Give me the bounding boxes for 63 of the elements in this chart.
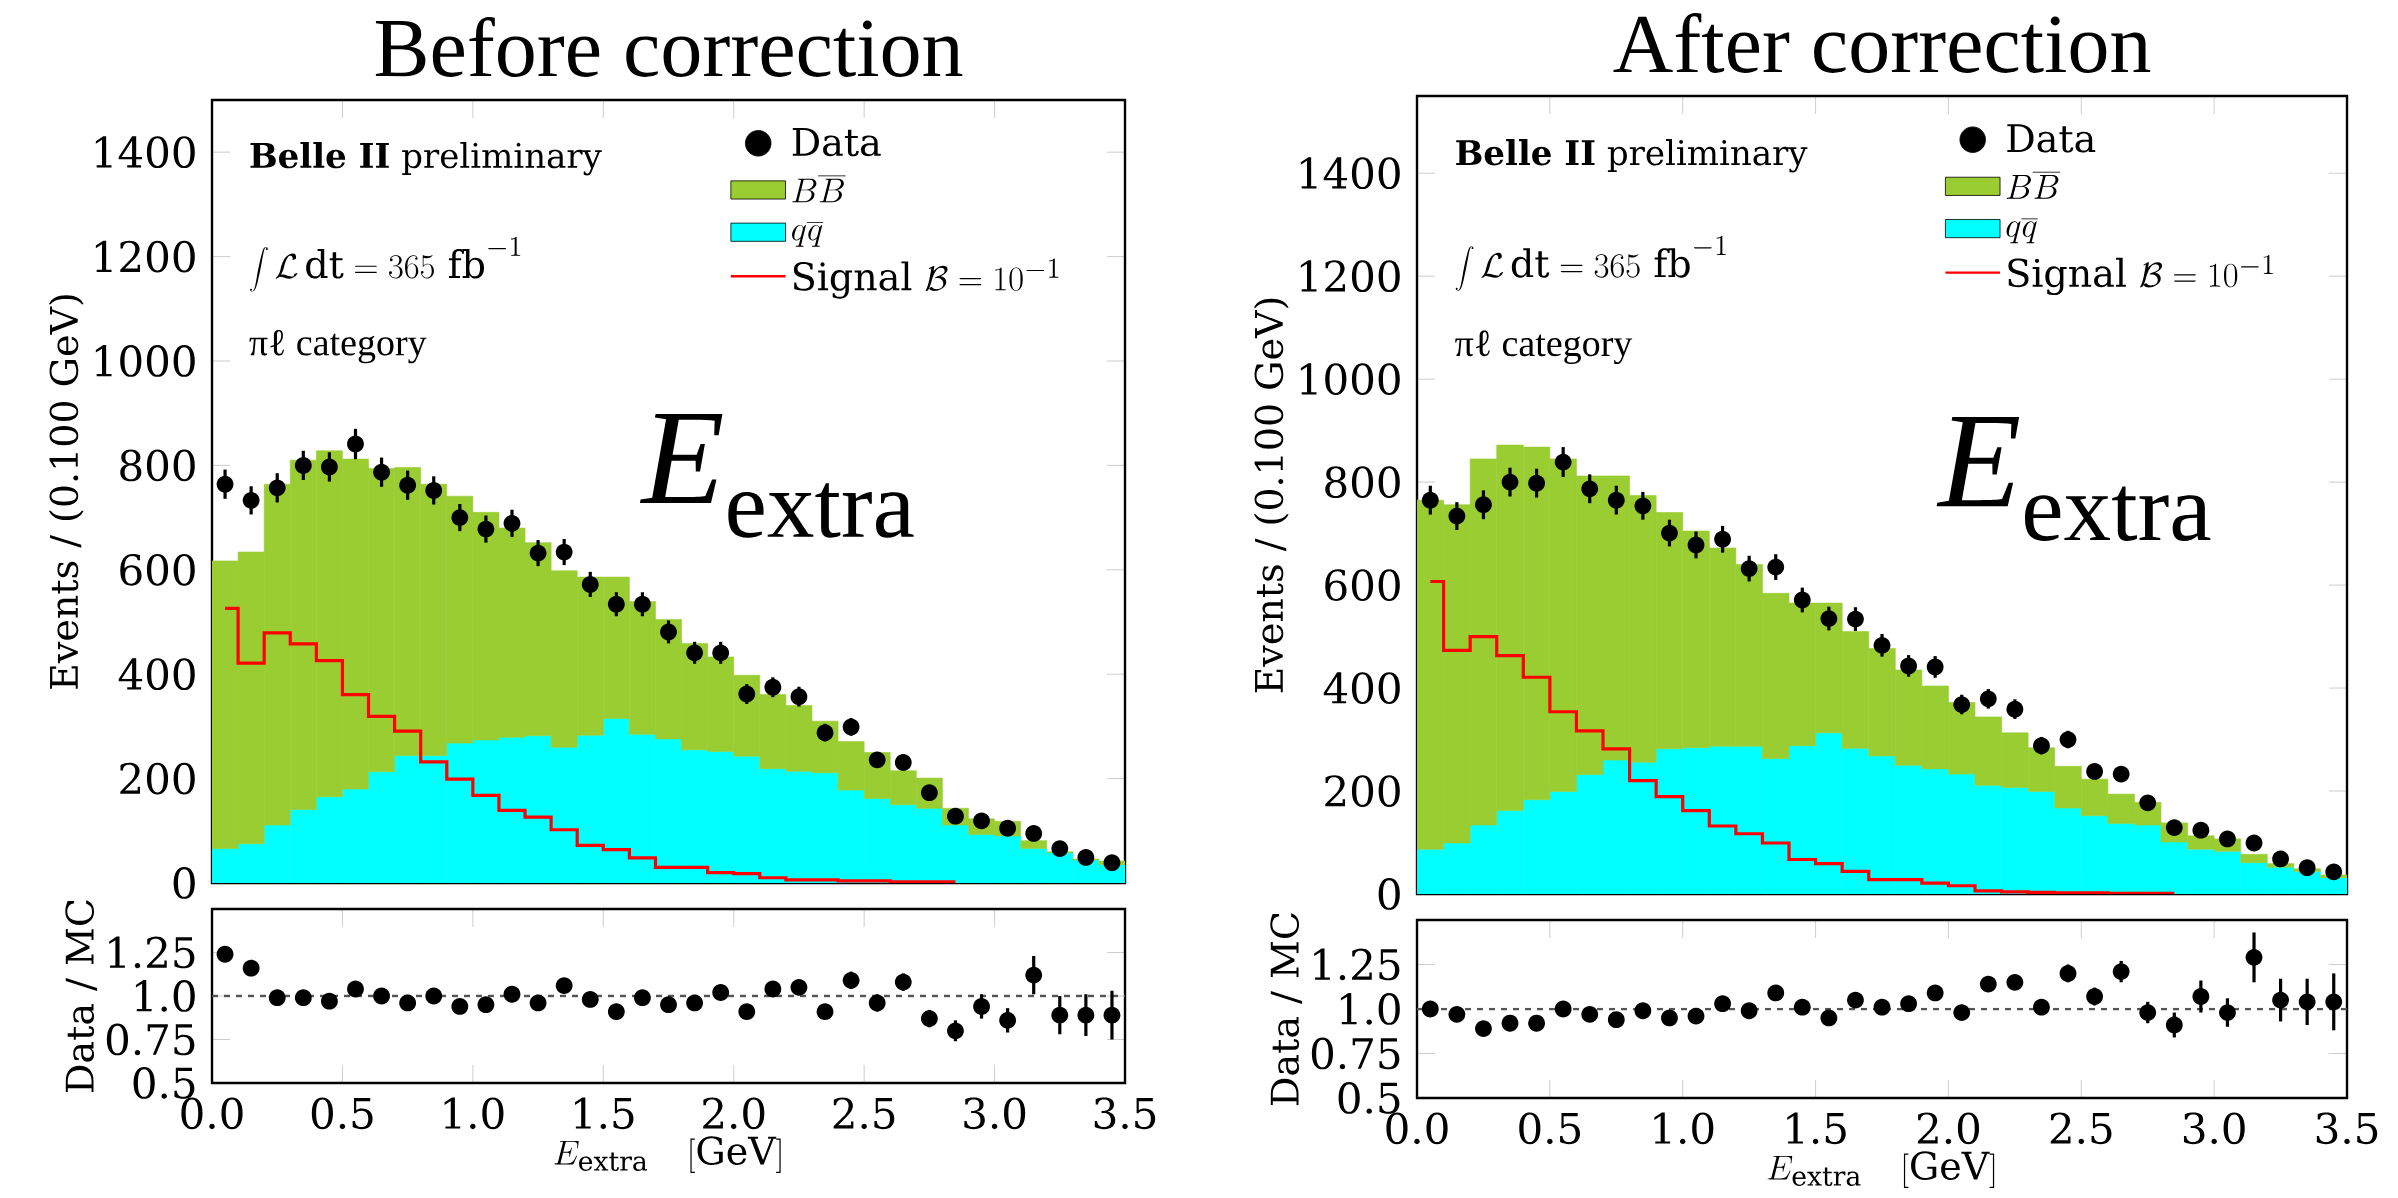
x-tick-label: 0.0 [1386,1112,1448,1145]
chart-title: Before correction [375,16,963,77]
x-tick-label: 2.5 [2050,1112,2112,1145]
y-tick-label: 0 [173,867,195,899]
legend-label: $B\overline{B}$ [792,175,846,203]
y-tick-label: 1.25 [1314,948,1400,981]
y-tick-label: 1200 [1300,260,1400,293]
y-tick-label: 400 [1323,672,1400,704]
y-tick-label: 0.75 [106,1023,195,1056]
x-tick-label: 2.0 [703,1097,765,1130]
y-tick-label: 600 [1325,569,1400,601]
x-tick-label: 1.5 [575,1097,634,1130]
y-tick-label: 0.5 [133,1067,195,1099]
x-tick-label: 1.5 [1787,1112,1846,1145]
x-axis-title: $E_{\mathrm{extra}}\quad[\mathrm{GeV}]$ [554,1136,781,1174]
legend-label: $\mathrm{Signal}\ \mathcal{B}=10^{-1}$ [793,258,1059,299]
x-tick-label: 1.0 [444,1097,504,1130]
legend-label: $B\overline{B}$ [2006,172,2061,199]
y-tick-label: 200 [1325,775,1400,807]
x-tick-label: 0.0 [181,1097,243,1130]
y-tick-label: 1000 [95,345,195,377]
y-tick-label: 1400 [95,136,195,169]
y-tick-label: 0.75 [1311,1037,1400,1070]
y-tick-label: 0 [1378,878,1400,910]
y-axis-title: Data / MC [65,900,98,1092]
y-tick-label: 1400 [1300,157,1400,190]
x-tick-label: 3.0 [2183,1112,2245,1145]
annotation: E$_{extra}$ [639,413,914,538]
y-axis-title: Data / MC [1270,913,1303,1105]
x-tick-label: 0.5 [1519,1112,1581,1145]
x-axis-title: $E_{\mathrm{extra}}\quad[\mathrm{GeV}]$ [1767,1151,1995,1189]
y-tick-label: 1200 [95,240,195,273]
x-tick-label: 2.5 [833,1097,895,1130]
annotation: πℓ category [1455,330,1633,365]
chart-title: After correction [1613,12,2151,73]
y-tick-label: 1.25 [109,936,195,969]
y-tick-label: 1.0 [1340,993,1400,1025]
annotation: Belle II preliminary [1456,139,1808,173]
x-tick-label: 0.5 [311,1097,373,1130]
y-axis-title: Events / (0.100 GeV) [1253,298,1289,693]
y-tick-label: 400 [118,658,195,691]
y-tick-label: 800 [120,449,195,482]
annotation: E$_{extra}$ [1936,417,2211,541]
legend-label: $\mathrm{Signal}\ \mathcal{B}=10^{-1}$ [2008,254,2273,296]
y-tick-label: 1.0 [135,980,195,1012]
x-tick-label: 3.5 [2316,1112,2378,1145]
y-tick-label: 800 [1325,466,1400,498]
annotation: πℓ category [249,329,427,364]
legend-label: $q\overline{q}$ [2006,218,2038,244]
y-tick-label: 600 [120,553,195,586]
annotation: Belle II preliminary [250,142,602,176]
annotation: $\int\mathcal{L}\,\mathrm{dt} = 365\ \mathrm{fb}^{-1}$ [1455,235,1726,291]
x-tick-label: 2.0 [1917,1112,1980,1145]
annotation: $\int\mathcal{L}\,\mathrm{dt} = 365\ \mathrm{fb}^{-1}$ [250,236,521,292]
y-axis-title: Events / (0.100 GeV) [48,295,84,689]
y-tick-label: 200 [120,762,195,795]
y-tick-label: 1000 [1300,363,1400,396]
legend-label: $q\overline{q}$ [792,222,824,247]
x-tick-label: 1.0 [1654,1112,1714,1145]
legend-label: Data [2007,124,2096,153]
legend-label: Data [792,127,881,157]
x-tick-label: 3.0 [964,1097,1026,1130]
x-tick-label: 3.5 [1094,1097,1156,1130]
